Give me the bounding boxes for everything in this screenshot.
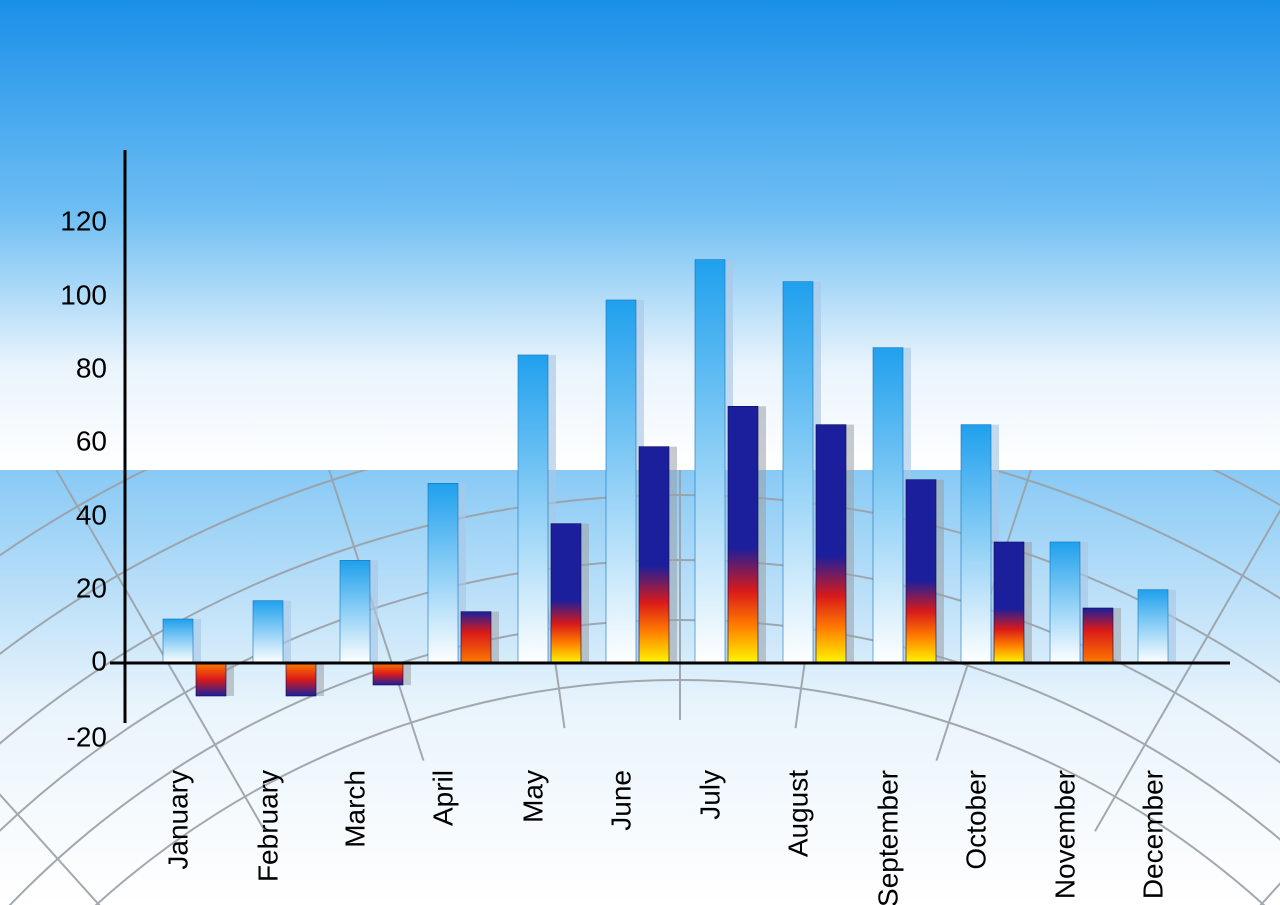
x-category-label: March bbox=[339, 770, 370, 848]
bar-series-b bbox=[551, 524, 581, 663]
bar-series-a bbox=[695, 260, 725, 663]
y-tick-label: 40 bbox=[76, 499, 107, 530]
x-category-label: December bbox=[1137, 770, 1168, 899]
bar-series-a bbox=[961, 425, 991, 663]
bar-series-a bbox=[518, 355, 548, 663]
y-tick-label: 120 bbox=[60, 205, 107, 236]
monthly-bar-chart: -20 0 20 40 60 80 100 120 January February March A… bbox=[0, 0, 1280, 905]
bar-series-a bbox=[253, 601, 283, 663]
x-category-label: February bbox=[252, 770, 283, 882]
bar-series-b bbox=[816, 425, 846, 663]
bar-series-a bbox=[1138, 590, 1168, 663]
bar-series-a bbox=[1050, 542, 1080, 663]
bar-series-a bbox=[163, 619, 193, 663]
bar-series-b bbox=[906, 480, 936, 663]
x-category-label: May bbox=[517, 770, 548, 823]
bar-series-b bbox=[994, 542, 1024, 663]
x-category-label: September bbox=[872, 770, 903, 905]
x-category-label: August bbox=[782, 770, 813, 857]
bar-series-a bbox=[606, 300, 636, 663]
bar-series-b bbox=[728, 406, 758, 663]
bar-series-a bbox=[873, 348, 903, 663]
bar-series-b bbox=[1083, 608, 1113, 663]
bar-series-a bbox=[428, 483, 458, 663]
bar-series-b bbox=[373, 663, 403, 685]
y-tick-label: 80 bbox=[76, 352, 107, 383]
bar-series-b bbox=[286, 663, 316, 696]
x-category-label: April bbox=[427, 770, 458, 826]
x-category-label: January bbox=[162, 770, 193, 870]
bar-series-a bbox=[340, 560, 370, 663]
y-tick-label: 20 bbox=[76, 572, 107, 603]
y-tick-label: 0 bbox=[91, 645, 107, 676]
bar-series-b bbox=[639, 447, 669, 663]
y-tick-label: 60 bbox=[76, 425, 107, 456]
x-category-label: July bbox=[694, 770, 725, 820]
y-tick-label: -20 bbox=[67, 721, 107, 752]
x-category-label: June bbox=[605, 770, 636, 831]
x-category-label: November bbox=[1049, 770, 1080, 899]
y-tick-label: 100 bbox=[60, 279, 107, 310]
bar-series-b bbox=[461, 612, 491, 663]
chart-canvas: -20 0 20 40 60 80 100 120 January February March A… bbox=[0, 0, 1280, 905]
bar-series-a bbox=[783, 282, 813, 663]
bar-series-b bbox=[196, 663, 226, 696]
x-category-label: October bbox=[960, 770, 991, 870]
